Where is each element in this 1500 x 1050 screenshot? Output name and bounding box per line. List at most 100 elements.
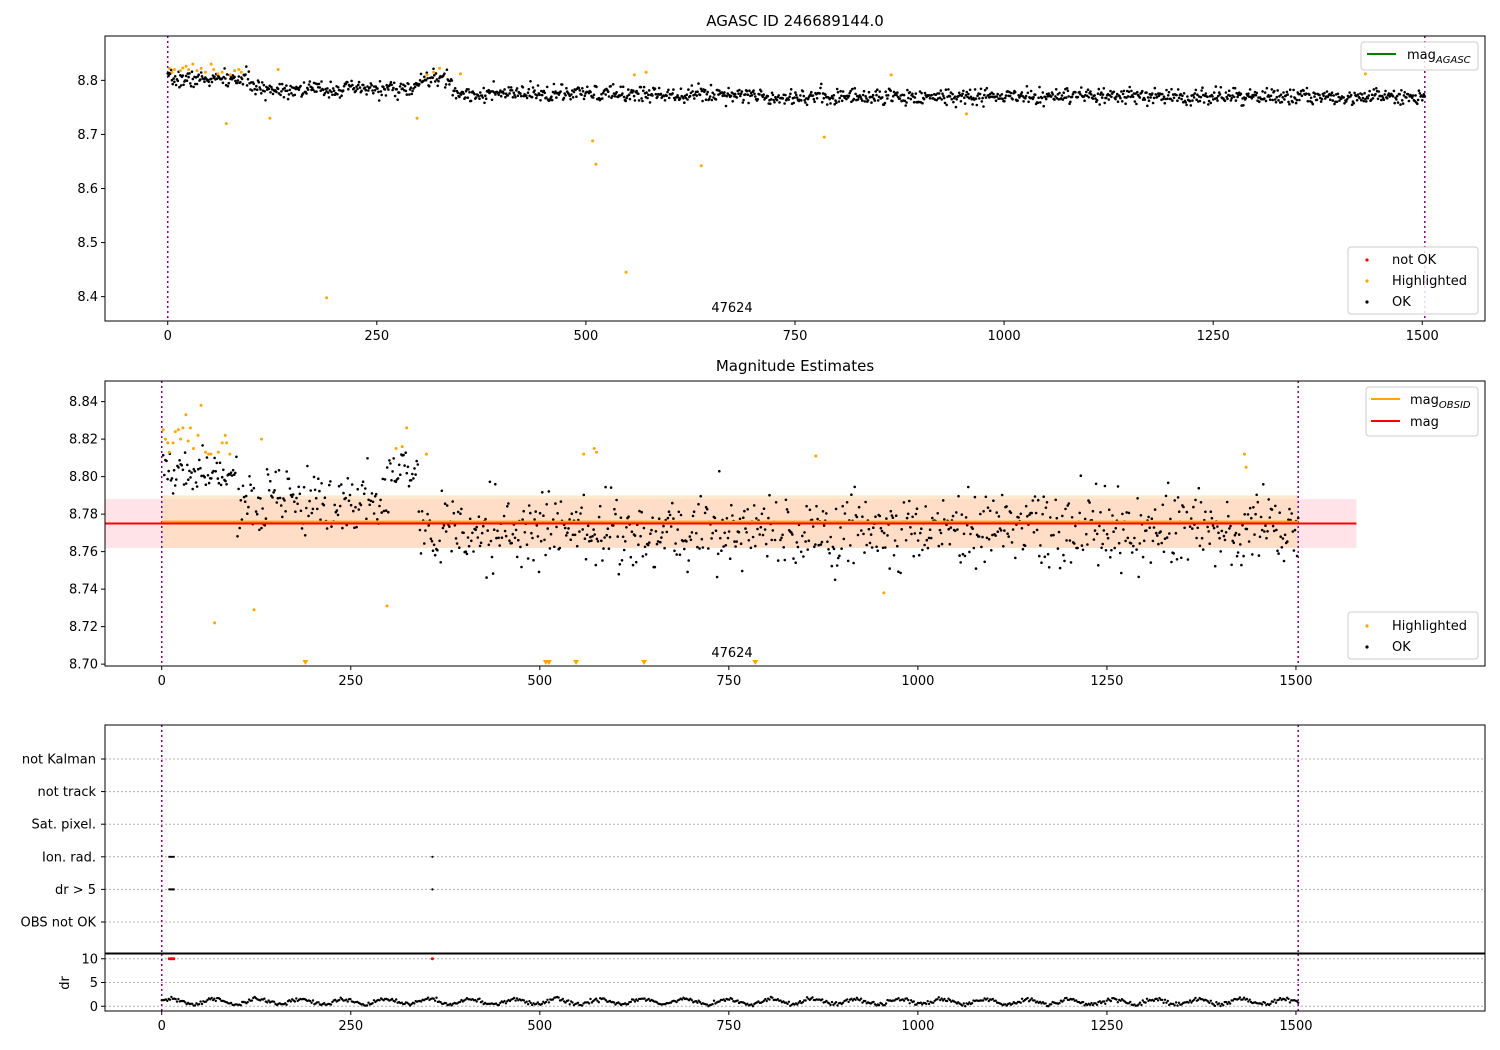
agasc-ok-point bbox=[938, 96, 942, 100]
mag-estimates-ok-point bbox=[167, 469, 170, 473]
mag-estimates-ok-point bbox=[506, 505, 509, 508]
mag-estimates-ok-point bbox=[522, 509, 525, 513]
agasc-ok-point bbox=[1215, 96, 1218, 100]
mag-estimates-ok-point bbox=[1117, 541, 1121, 545]
agasc-ok-point bbox=[981, 96, 984, 100]
mag-estimates-ok-point bbox=[1250, 516, 1253, 520]
dr-ok-point bbox=[1047, 1005, 1050, 1008]
agasc-ok-point bbox=[641, 99, 644, 103]
agasc-ok-point bbox=[1315, 98, 1319, 102]
mag-estimates-ok-point bbox=[255, 512, 259, 516]
dr-ok-point bbox=[317, 1001, 320, 1004]
agasc-ok-point bbox=[875, 93, 878, 97]
mag-estimates-ok-point bbox=[415, 459, 419, 463]
agasc-ok-point bbox=[829, 102, 832, 105]
mag-estimates-ytick-label-7: 8.84 bbox=[69, 395, 98, 410]
mag-estimates-ok-point bbox=[1275, 528, 1278, 532]
agasc-ok-point bbox=[1149, 96, 1152, 99]
dr-ok-point bbox=[1219, 1004, 1222, 1008]
mag-estimates-ok-point bbox=[724, 544, 728, 547]
mag-estimates-ok-point bbox=[961, 552, 965, 556]
mag-estimates-ok-point bbox=[475, 525, 479, 529]
agasc-ok-point bbox=[1201, 86, 1204, 89]
agasc-ytick-label-1: 8.5 bbox=[77, 236, 98, 251]
mag-estimates-ok-point bbox=[681, 539, 685, 543]
mag-estimates-ok-point bbox=[360, 484, 364, 487]
mag-estimates-ok-point bbox=[1177, 510, 1181, 513]
agasc-ok-point bbox=[1263, 91, 1267, 94]
agasc-ok-point bbox=[405, 93, 409, 96]
agasc-highlighted-point bbox=[699, 164, 703, 168]
agasc-ok-point bbox=[740, 90, 744, 93]
agasc-ok-point bbox=[1211, 95, 1214, 98]
mag-estimates-ok-point bbox=[737, 530, 741, 534]
mag-estimates-ok-point bbox=[311, 507, 315, 511]
dr-ok-point bbox=[540, 1002, 544, 1006]
agasc-ok-point bbox=[686, 98, 689, 101]
mag-estimates-ok-point bbox=[559, 500, 563, 503]
agasc-ok-point bbox=[560, 83, 564, 86]
agasc-ok-point bbox=[1151, 92, 1154, 95]
mag-estimates-ok-point bbox=[452, 511, 456, 515]
mag-estimates-ok-point bbox=[1288, 507, 1291, 511]
agasc-ok-point bbox=[253, 87, 256, 91]
mag-estimates-ok-point bbox=[229, 471, 233, 475]
agasc-ok-point bbox=[342, 84, 346, 88]
mag-estimates-highlighted-point bbox=[173, 430, 177, 434]
agasc-ok-point bbox=[1376, 97, 1380, 101]
agasc-ok-point bbox=[525, 96, 529, 100]
dr-ok-point bbox=[551, 998, 555, 1001]
dr-ok-point bbox=[718, 1000, 721, 1003]
agasc-ok-point bbox=[179, 84, 183, 87]
agasc-ok-point bbox=[953, 95, 957, 98]
mag-estimates-ok-point bbox=[194, 481, 198, 484]
mag-estimates-ok-point bbox=[815, 504, 818, 508]
agasc-ok-point bbox=[318, 86, 322, 89]
agasc-ok-point bbox=[840, 94, 843, 98]
mag-estimates-ok-point bbox=[584, 557, 588, 561]
dr-ok-point bbox=[166, 999, 169, 1003]
agasc-ok-point bbox=[1229, 99, 1233, 102]
dr-ok-point bbox=[393, 1000, 396, 1003]
mag-estimates-ok-point bbox=[1147, 515, 1150, 519]
dr-not-ok-point bbox=[172, 957, 176, 961]
agasc-ok-point bbox=[336, 92, 339, 96]
agasc-ok-point bbox=[570, 93, 573, 96]
mag-estimates-ok-point bbox=[1192, 505, 1195, 509]
agasc-ok-point bbox=[199, 78, 202, 81]
agasc-ok-point bbox=[861, 99, 864, 102]
mag-estimates-ok-point bbox=[795, 541, 799, 544]
mag-estimates-ok-point bbox=[1113, 546, 1116, 550]
mag-estimates-ok-point bbox=[673, 549, 676, 553]
agasc-ok-point bbox=[1127, 90, 1131, 93]
agasc-ok-point bbox=[1126, 95, 1130, 98]
dr-ok-point bbox=[514, 999, 517, 1002]
flag-label-4: dr > 5 bbox=[55, 883, 96, 898]
agasc-ok-point bbox=[311, 88, 315, 92]
mag-estimates-ok-point bbox=[1204, 510, 1207, 514]
dr-ok-point bbox=[568, 1003, 571, 1006]
dr-ok-point bbox=[204, 1000, 208, 1003]
mag-estimates-ok-point bbox=[173, 484, 177, 487]
mag-estimates-ok-point bbox=[994, 534, 997, 537]
mag-estimates-ok-point bbox=[1111, 514, 1114, 517]
mag-estimates-ok-point bbox=[663, 546, 666, 550]
mag-estimates-ok-point bbox=[710, 537, 713, 540]
agasc-ok-point bbox=[1396, 101, 1400, 104]
mag-estimates-ok-point bbox=[719, 536, 722, 540]
dr-ok-point bbox=[1138, 1001, 1142, 1004]
agasc-ok-point bbox=[1235, 91, 1238, 95]
dr-ok-point bbox=[564, 1001, 567, 1004]
mag-estimates-ok-point bbox=[1099, 511, 1102, 514]
mag-estimates-ok-point bbox=[671, 501, 674, 505]
mag-estimates-ok-point bbox=[488, 480, 492, 484]
dr-ok-point bbox=[836, 1004, 839, 1007]
agasc-ok-point bbox=[1292, 88, 1295, 92]
mag-estimates-ok-point bbox=[531, 536, 534, 540]
agasc-highlighted-point bbox=[432, 70, 436, 74]
agasc-ok-point bbox=[1302, 89, 1305, 92]
agasc-ok-point bbox=[1135, 102, 1138, 106]
agasc-ok-point bbox=[301, 92, 305, 95]
agasc-ok-point bbox=[1176, 99, 1179, 102]
agasc-ok-point bbox=[341, 89, 345, 92]
